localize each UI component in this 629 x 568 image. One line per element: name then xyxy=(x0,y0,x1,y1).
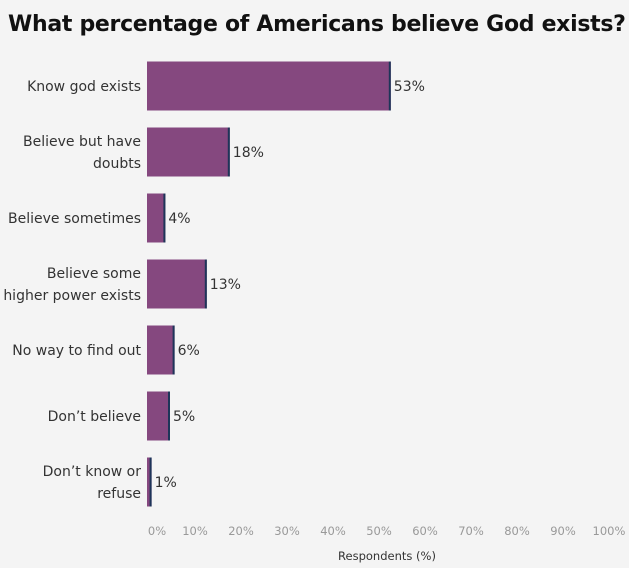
x-tick-label: 80% xyxy=(504,524,530,538)
chart-title: What percentage of Americans believe God… xyxy=(8,12,626,37)
bar[interactable] xyxy=(147,61,391,111)
bar-end-marker xyxy=(388,61,391,111)
category-label: Believe but have xyxy=(23,134,141,150)
category-label: doubts xyxy=(93,156,141,172)
data-label: 1% xyxy=(155,475,177,491)
bar-end-marker xyxy=(204,259,207,309)
category-label: No way to find out xyxy=(12,343,141,359)
bar[interactable] xyxy=(147,193,166,243)
x-tick-label: 30% xyxy=(274,524,300,538)
bar-end-marker xyxy=(172,325,175,375)
category-label: higher power exists xyxy=(3,288,141,304)
x-tick-label: 50% xyxy=(366,524,392,538)
x-tick-label: 90% xyxy=(550,524,576,538)
bar[interactable] xyxy=(147,391,170,441)
data-label: 53% xyxy=(394,79,425,95)
x-tick-label: 20% xyxy=(228,524,254,538)
bar-end-marker xyxy=(149,457,152,507)
bar-end-marker xyxy=(163,193,166,243)
data-label: 6% xyxy=(178,343,200,359)
data-label: 13% xyxy=(210,277,241,293)
category-label: Know god exists xyxy=(27,79,141,95)
data-label: 18% xyxy=(233,145,264,161)
x-tick-label: 70% xyxy=(458,524,484,538)
x-axis-label: Respondents (%) xyxy=(338,549,436,563)
category-label: Believe some xyxy=(47,266,141,282)
bar[interactable] xyxy=(147,325,175,375)
x-tick-label: 60% xyxy=(412,524,438,538)
category-label: Believe sometimes xyxy=(8,211,141,227)
bar[interactable] xyxy=(147,457,152,507)
data-label: 4% xyxy=(168,211,190,227)
category-label: Don’t believe xyxy=(48,409,141,425)
x-tick-label: 40% xyxy=(320,524,346,538)
bar[interactable] xyxy=(147,127,230,177)
x-tick-label: 10% xyxy=(182,524,208,538)
bar-end-marker xyxy=(168,391,170,441)
category-label: refuse xyxy=(97,486,141,502)
category-label: Don’t know or xyxy=(43,464,142,480)
x-tick-label: 100% xyxy=(593,524,626,538)
x-tick-label: 0% xyxy=(148,524,166,538)
bar-end-marker xyxy=(227,127,230,177)
bar[interactable] xyxy=(147,259,207,309)
data-label: 5% xyxy=(173,409,195,425)
